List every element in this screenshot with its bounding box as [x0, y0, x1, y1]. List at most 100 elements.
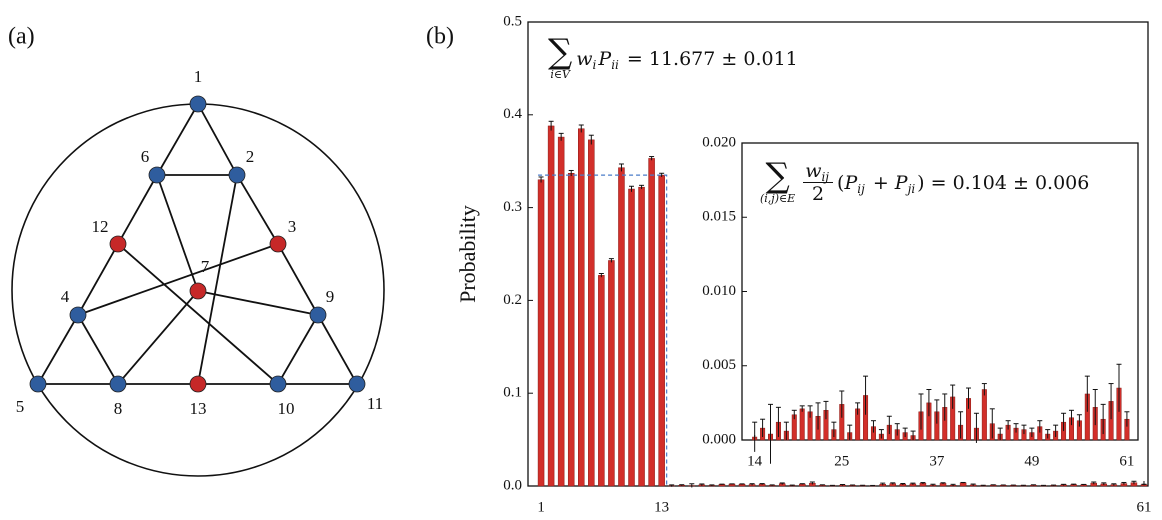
- graph-edge: [197, 103, 238, 176]
- x-tick-label: 1: [537, 499, 545, 515]
- bar: [537, 179, 545, 487]
- bar: [547, 125, 555, 487]
- y-tick-label: 0.0: [503, 477, 522, 493]
- bar: [567, 173, 575, 487]
- formula-part: ii: [611, 57, 619, 72]
- graph-edge: [117, 290, 199, 385]
- node-label: 10: [278, 399, 295, 418]
- graph-node: [269, 235, 287, 253]
- graph-edge: [277, 243, 319, 316]
- region-marker: [538, 174, 668, 486]
- graph-edge: [156, 103, 199, 176]
- node-label: 6: [141, 147, 150, 166]
- bar: [628, 188, 635, 487]
- x-tick-label: 13: [654, 499, 669, 515]
- graph-node: [148, 166, 166, 184]
- bar: [557, 136, 565, 487]
- bar: [578, 128, 585, 487]
- formula-part: w: [805, 160, 822, 182]
- x-tick-label: 49: [1024, 453, 1039, 469]
- formula-part: ij: [857, 181, 865, 196]
- node-label: 1: [194, 67, 203, 86]
- bar: [638, 186, 645, 487]
- graph-node: [189, 282, 207, 300]
- y-tick-label: 0.1: [503, 385, 522, 401]
- formula-part: (: [837, 171, 845, 194]
- graph-node: [189, 375, 207, 393]
- node-label: 7: [201, 257, 210, 276]
- graph-edge: [277, 314, 319, 385]
- y-tick-label: 0.000: [702, 431, 736, 447]
- y-tick-label: 0.4: [503, 106, 522, 122]
- x-tick-label: 37: [929, 453, 945, 469]
- graph-edge: [117, 174, 158, 245]
- graph-node: [269, 375, 287, 393]
- formula-part: ∑: [548, 32, 573, 72]
- formula-part: 2: [812, 183, 825, 205]
- graph-node: [109, 375, 127, 393]
- bar: [658, 174, 665, 487]
- formula-part: ij: [821, 170, 830, 184]
- bar: [981, 389, 987, 441]
- formula-part: ∑ (i,j)∈E: [760, 156, 796, 205]
- y-tick-label: 0.010: [702, 283, 736, 299]
- panel-label: (b): [426, 24, 454, 50]
- node-label: 12: [92, 217, 109, 236]
- formula-part: = 11.677 ± 0.011: [620, 47, 798, 70]
- x-tick-label: 61: [1136, 499, 1151, 515]
- formula-part: i∈V: [550, 68, 570, 81]
- formula-part: wij 2: [803, 160, 834, 205]
- x-tick-label: 25: [834, 453, 849, 469]
- bar: [608, 260, 615, 487]
- y-tick-label: 0.5: [503, 13, 522, 29]
- node-label: 11: [367, 394, 383, 413]
- bar: [648, 158, 655, 487]
- formula-part: wij: [803, 160, 834, 184]
- graph-edge: [236, 174, 279, 245]
- plot-frame: [741, 142, 1139, 441]
- x-tick-label: 61: [1119, 453, 1134, 469]
- graph-node: [69, 306, 87, 324]
- formula-part: ji: [907, 181, 916, 196]
- graph-edge: [156, 174, 199, 292]
- graph-edge: [77, 243, 279, 316]
- bar: [598, 275, 605, 487]
- bar: [588, 139, 595, 487]
- y-tick-label: 0.2: [503, 292, 522, 308]
- formula-part: P: [844, 171, 858, 194]
- graph-node: [348, 375, 366, 393]
- node-label: 8: [114, 399, 123, 418]
- graph-edge: [77, 314, 119, 385]
- y-axis-label: Probability: [455, 205, 480, 303]
- graph-edge: [117, 243, 279, 385]
- node-label: 3: [288, 217, 297, 236]
- formula-part: (i,j)∈E: [760, 192, 796, 205]
- bar: [959, 482, 967, 487]
- formula-part: P: [894, 171, 908, 194]
- node-label: 13: [190, 399, 207, 418]
- formula-part: ∑: [765, 156, 790, 196]
- graph-node: [309, 306, 327, 324]
- graph-edge: [197, 174, 238, 385]
- formula-part: +: [866, 171, 895, 194]
- formula-part: w: [576, 47, 593, 70]
- graph-node: [189, 95, 207, 113]
- graph-edge: [197, 290, 319, 316]
- y-tick-label: 0.015: [702, 209, 736, 225]
- graph-node: [228, 166, 246, 184]
- y-tick-label: 0.020: [702, 134, 736, 150]
- formula-part: ) = 0.104 ± 0.006: [917, 171, 1090, 194]
- y-tick-label: 0.005: [702, 357, 736, 373]
- graph-edge: [37, 314, 79, 385]
- node-label: 4: [61, 287, 70, 306]
- y-tick-label: 0.3: [503, 199, 522, 215]
- node-label: 2: [246, 147, 255, 166]
- graph-edge: [317, 314, 358, 385]
- x-tick-label: 14: [747, 453, 763, 469]
- formula-part: i: [592, 57, 597, 72]
- graph-node: [109, 235, 127, 253]
